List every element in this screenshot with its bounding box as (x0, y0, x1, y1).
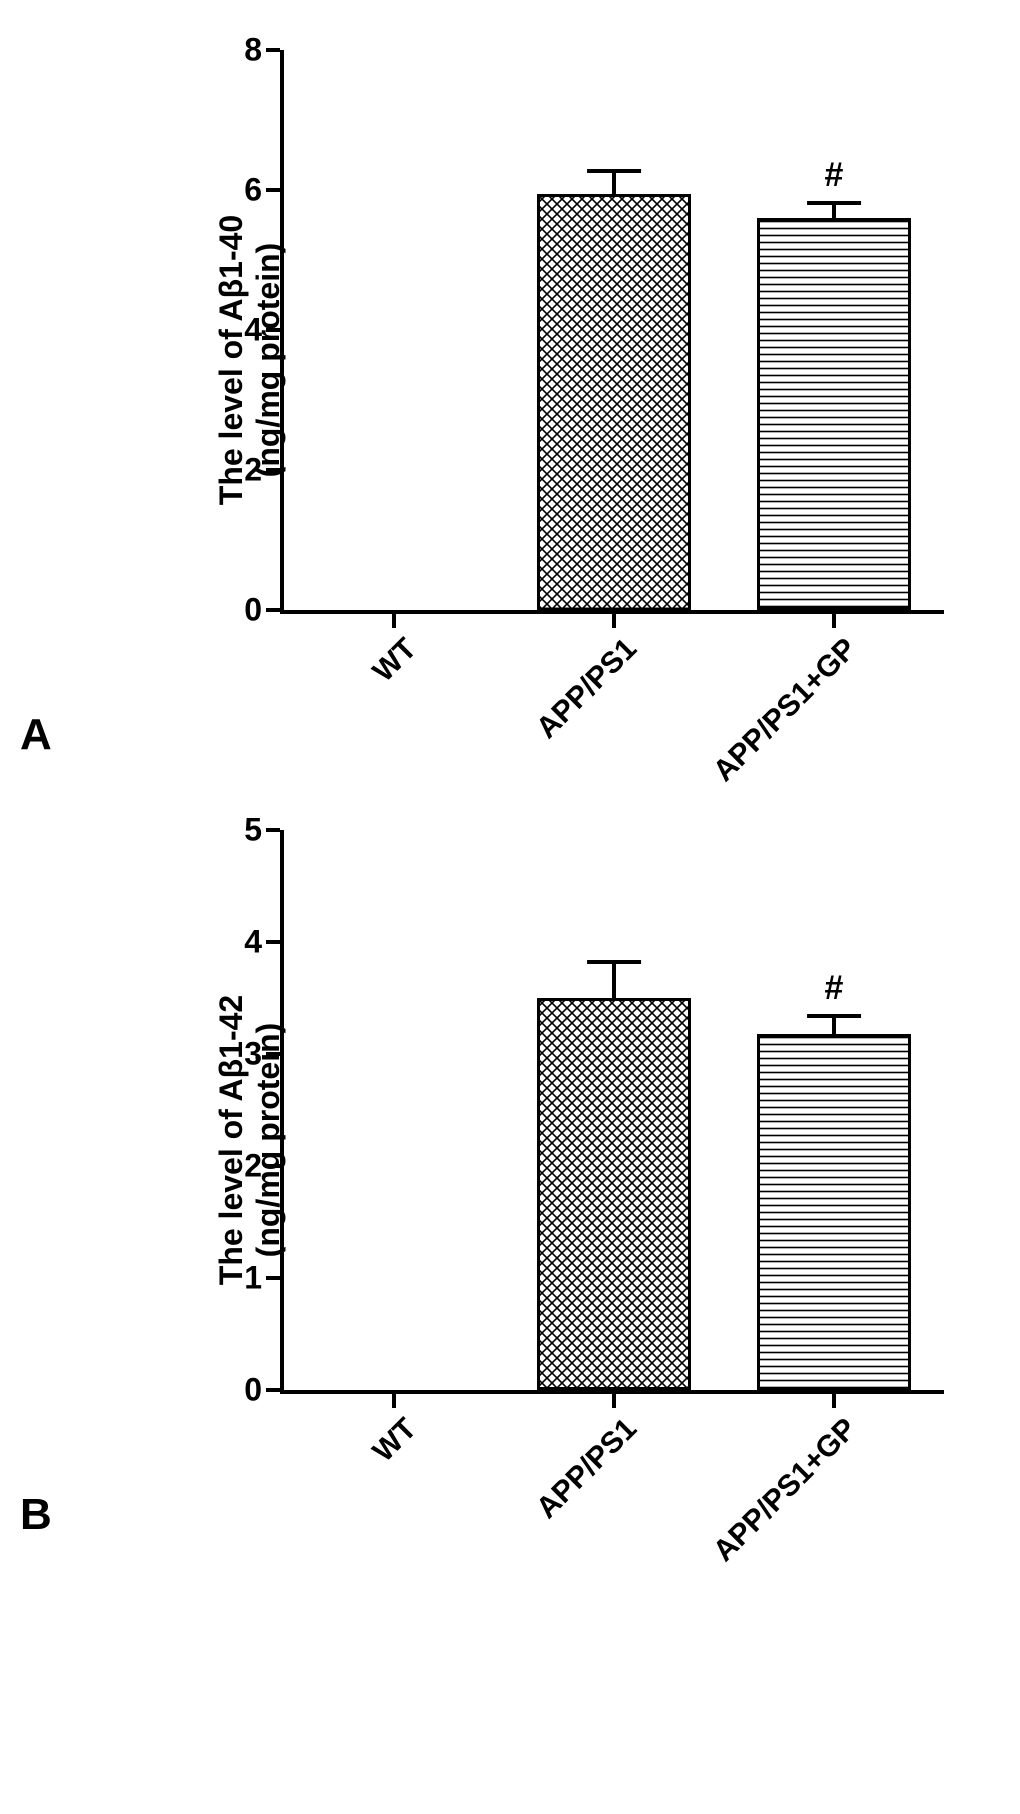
chart-area: The level of Aβ1-40 (ng/mg protein)02468… (220, 20, 960, 700)
figure: The level of Aβ1-40 (ng/mg protein) 0 2 4 6 8… (20, 20, 1000, 1540)
y-tick-label: 4 (234, 312, 262, 349)
error-bar (612, 962, 616, 998)
error-cap (587, 960, 641, 964)
y-tick-label: 0 (234, 1372, 262, 1409)
x-tick (612, 614, 616, 628)
panel-label: A (20, 710, 1000, 760)
panel-b: The level of Aβ1-42 (ng/mg protein)01234… (20, 800, 1000, 1540)
bar-group: #APP/PS1+GP (757, 50, 911, 610)
error-cap (807, 1014, 861, 1018)
y-tick (266, 608, 280, 612)
y-tick (266, 828, 280, 832)
bar-group: WT (317, 830, 471, 1390)
x-axis-label: WT (367, 632, 424, 689)
x-tick (832, 1394, 836, 1408)
x-axis-label: WT (367, 1412, 424, 1469)
y-tick (266, 940, 280, 944)
y-axis-label: The level of Aβ1-40 (ng/mg protein) (213, 160, 287, 560)
bar (537, 194, 691, 611)
y-tick (266, 1164, 280, 1168)
y-tick-label: 2 (234, 452, 262, 489)
y-tick-label: 1 (234, 1260, 262, 1297)
error-cap (807, 201, 861, 205)
y-tick (266, 468, 280, 472)
error-bar (832, 203, 836, 218)
x-tick (832, 614, 836, 628)
x-tick (612, 1394, 616, 1408)
plot-area: 02468WTAPP/PS1#APP/PS1+GP (280, 50, 944, 614)
y-tick-label: 0 (234, 592, 262, 629)
x-tick (392, 1394, 396, 1408)
bar (757, 218, 911, 610)
y-tick (266, 1388, 280, 1392)
error-cap (587, 169, 641, 173)
y-tick (266, 48, 280, 52)
y-tick-label: 8 (234, 32, 262, 69)
error-bar (612, 171, 616, 193)
y-tick-label: 3 (234, 1036, 262, 1073)
bar-group: WT (317, 50, 471, 610)
bar (537, 998, 691, 1390)
significance-annotation: # (825, 156, 844, 195)
y-tick-label: 6 (234, 172, 262, 209)
bar-group: #APP/PS1+GP (757, 830, 911, 1390)
significance-annotation: # (825, 969, 844, 1008)
y-tick-label: 2 (234, 1148, 262, 1185)
y-tick (266, 328, 280, 332)
panel-a: The level of Aβ1-40 (ng/mg protein) 0 2 4 6 8… (20, 20, 1000, 760)
bar (757, 1034, 911, 1390)
y-tick (266, 188, 280, 192)
chart-area: The level of Aβ1-42 (ng/mg protein)01234… (220, 800, 960, 1480)
error-bar (832, 1016, 836, 1034)
bar-group: APP/PS1 (537, 830, 691, 1390)
y-tick (266, 1052, 280, 1056)
bar-group: APP/PS1 (537, 50, 691, 610)
y-tick (266, 1276, 280, 1280)
panel-label: B (20, 1490, 1000, 1540)
x-tick (392, 614, 396, 628)
y-tick-label: 5 (234, 812, 262, 849)
y-tick-label: 4 (234, 924, 262, 961)
plot-area: 012345WTAPP/PS1#APP/PS1+GP (280, 830, 944, 1394)
